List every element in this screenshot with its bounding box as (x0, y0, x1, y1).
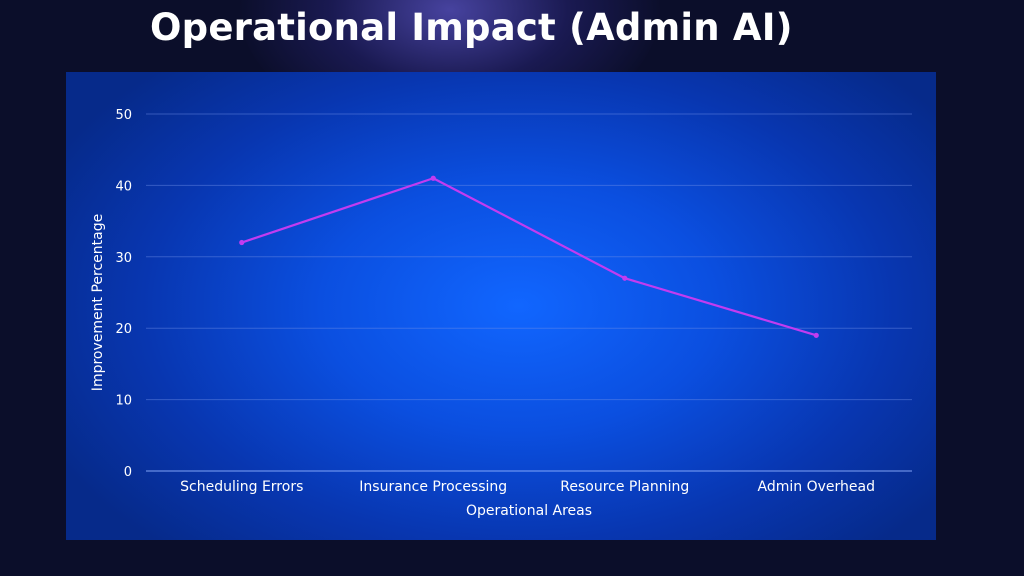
chart-panel: 0 10 20 30 40 50 Scheduling Errors Insurance P… (66, 72, 936, 540)
y-tick-label: 40 (115, 179, 132, 194)
grid-lines (146, 113, 912, 472)
y-axis-ticks: 0 10 20 30 40 50 (115, 108, 132, 480)
y-tick-label: 0 (124, 465, 132, 480)
y-tick-label: 20 (115, 322, 132, 337)
y-tick-label: 10 (115, 394, 132, 409)
y-tick-label: 50 (115, 108, 132, 123)
data-point (813, 332, 819, 338)
y-axis-title: Improvement Percentage (90, 214, 106, 391)
line-chart: 0 10 20 30 40 50 Scheduling Errors Insurance P… (90, 108, 912, 519)
slide-title: Operational Impact (Admin AI) (150, 6, 793, 49)
x-tick-label: Insurance Processing (359, 479, 507, 495)
data-point (622, 275, 628, 281)
x-axis-ticks: Scheduling Errors Insurance Processing Res… (180, 479, 875, 495)
x-tick-label: Resource Planning (560, 479, 689, 495)
data-point (239, 239, 245, 246)
x-tick-label: Admin Overhead (758, 479, 875, 495)
x-tick-label: Scheduling Errors (180, 479, 303, 495)
series (239, 175, 819, 338)
y-tick-label: 30 (115, 251, 132, 266)
series-line (241, 177, 817, 337)
data-point (430, 175, 436, 181)
x-axis-title: Operational Areas (466, 503, 592, 519)
